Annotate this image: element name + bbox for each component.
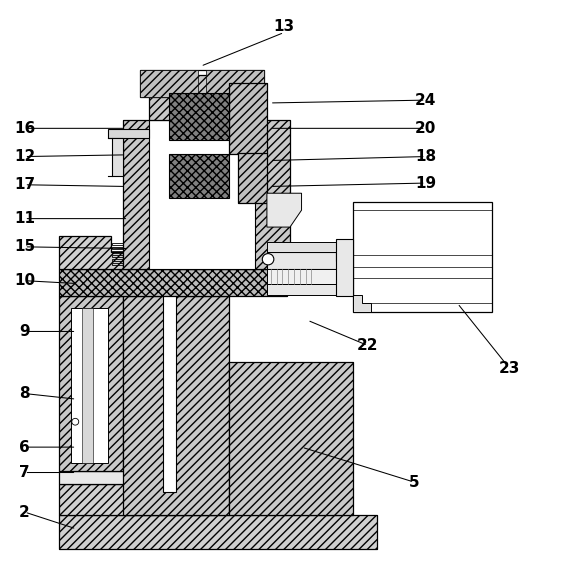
Bar — [59, 269, 287, 297]
Text: 24: 24 — [415, 92, 436, 108]
Text: 15: 15 — [14, 239, 35, 255]
Bar — [206, 70, 264, 98]
Text: 10: 10 — [14, 273, 35, 288]
Bar — [140, 70, 264, 98]
Bar — [148, 120, 255, 269]
Polygon shape — [353, 295, 371, 312]
Bar — [336, 239, 353, 296]
Text: 5: 5 — [409, 475, 419, 490]
Text: 12: 12 — [14, 149, 35, 164]
Bar — [148, 75, 255, 120]
Bar — [112, 138, 122, 176]
Text: 8: 8 — [19, 386, 30, 401]
Bar — [108, 129, 148, 138]
Bar — [230, 362, 353, 515]
Bar — [59, 297, 122, 471]
Text: 18: 18 — [415, 149, 436, 164]
Text: 7: 7 — [19, 465, 30, 480]
Bar — [122, 120, 290, 269]
Text: 22: 22 — [357, 338, 379, 353]
Bar — [122, 297, 230, 515]
Bar — [122, 297, 230, 515]
Text: 11: 11 — [14, 211, 35, 226]
Bar — [112, 263, 124, 265]
Bar — [230, 83, 267, 154]
Bar — [353, 202, 492, 312]
Text: 16: 16 — [14, 121, 35, 136]
Bar — [238, 153, 267, 204]
Bar — [112, 247, 124, 249]
Polygon shape — [267, 252, 353, 269]
Bar — [148, 75, 255, 120]
Bar — [112, 251, 124, 253]
Text: 9: 9 — [19, 324, 30, 339]
Bar — [267, 269, 353, 284]
Bar — [230, 83, 267, 154]
Bar — [267, 242, 336, 252]
Text: 19: 19 — [415, 176, 436, 191]
Text: 13: 13 — [274, 19, 295, 34]
Bar — [59, 269, 287, 297]
Bar — [59, 515, 376, 549]
Bar — [112, 243, 124, 245]
Bar — [238, 153, 267, 204]
Text: 17: 17 — [14, 177, 35, 192]
Polygon shape — [59, 235, 122, 269]
Bar — [59, 484, 215, 515]
Bar — [59, 471, 215, 484]
Bar — [169, 94, 230, 139]
Bar — [163, 295, 176, 492]
Bar — [59, 515, 376, 549]
Bar — [230, 362, 353, 515]
Bar — [59, 297, 122, 471]
Bar — [169, 154, 230, 198]
Bar — [112, 255, 124, 257]
Bar — [112, 259, 124, 261]
Text: 2: 2 — [19, 505, 30, 519]
Circle shape — [262, 253, 274, 265]
Bar — [59, 484, 215, 515]
Bar — [140, 70, 198, 98]
Bar — [353, 210, 492, 303]
Bar — [267, 284, 353, 295]
Polygon shape — [267, 193, 302, 227]
Bar — [71, 308, 108, 463]
Text: 23: 23 — [499, 361, 520, 375]
Circle shape — [72, 418, 79, 425]
Text: 6: 6 — [19, 439, 30, 455]
Text: 20: 20 — [415, 121, 436, 136]
Bar — [82, 308, 93, 463]
Bar — [122, 120, 290, 269]
